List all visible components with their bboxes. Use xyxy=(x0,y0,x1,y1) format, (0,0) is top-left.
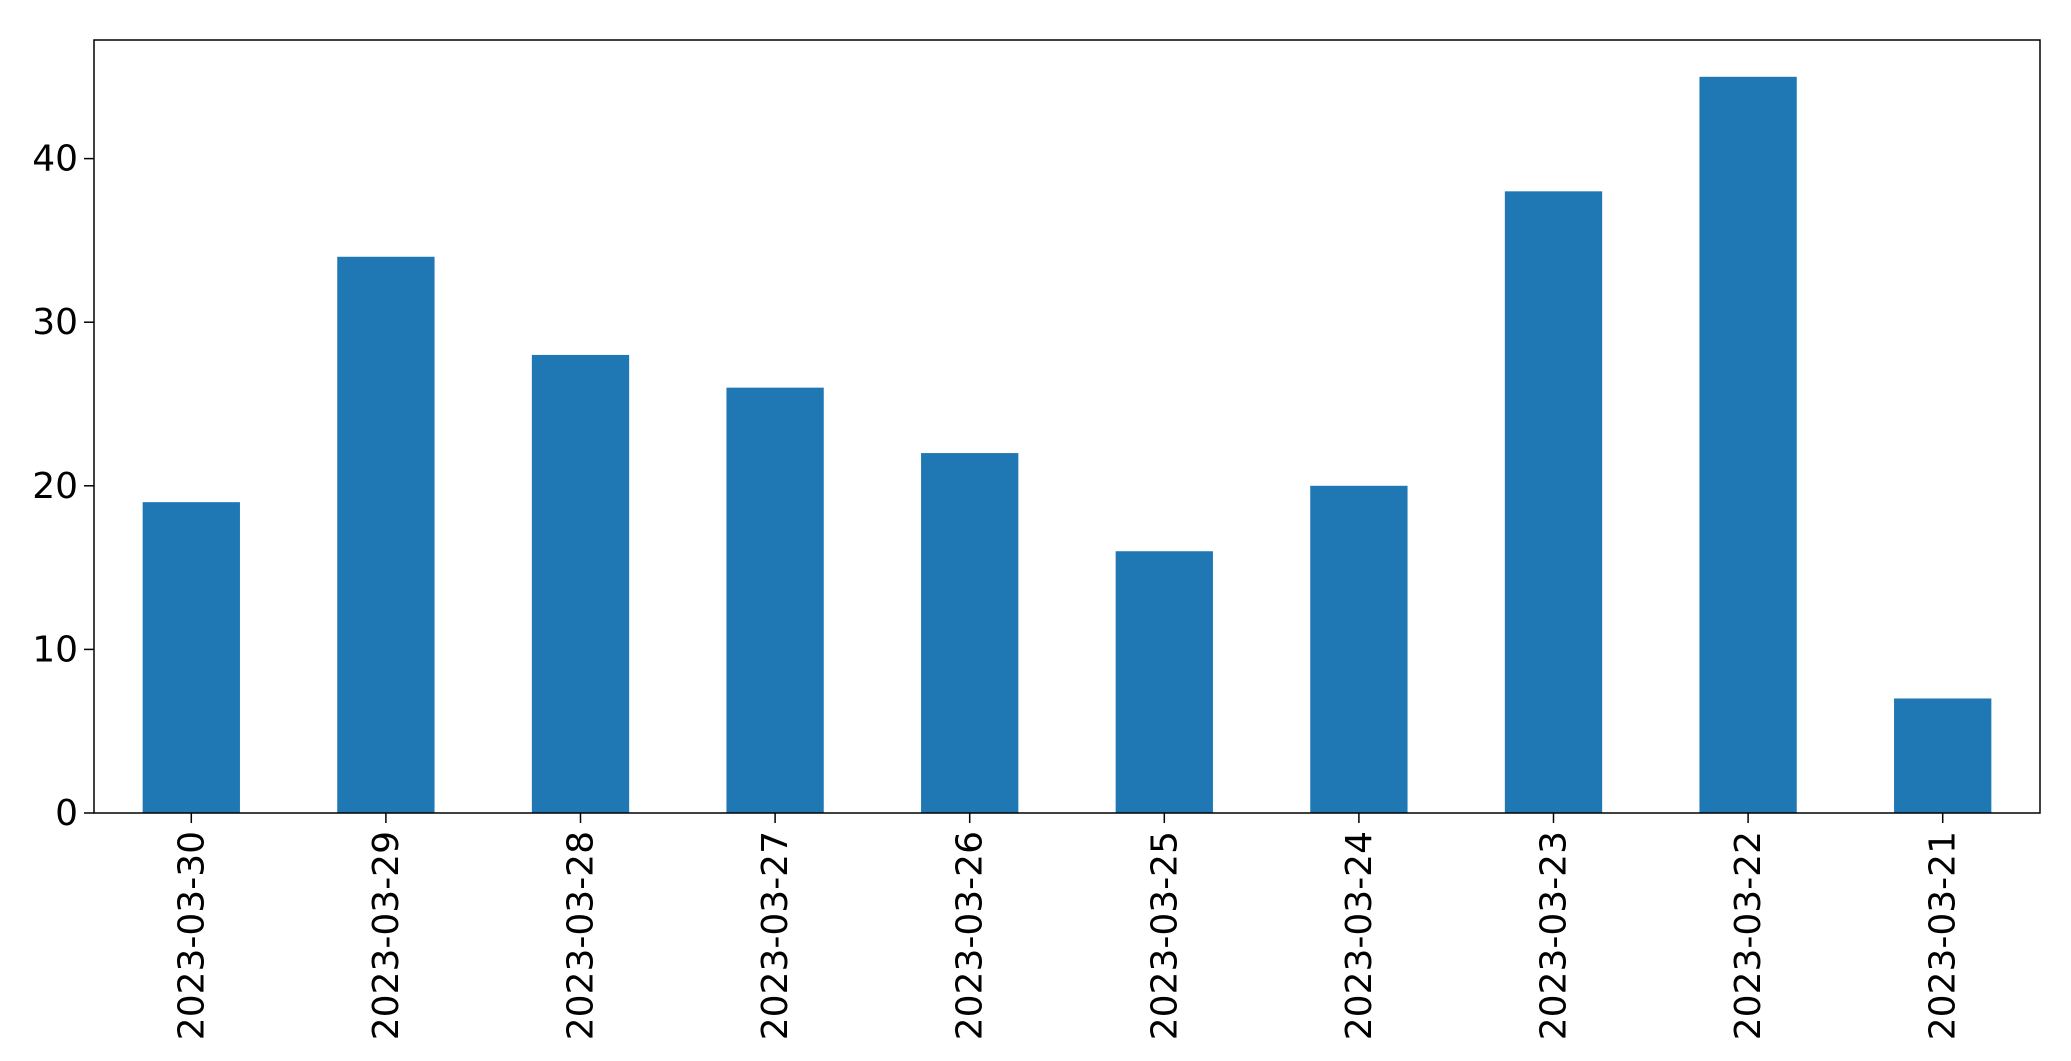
x-tick-label: 2023-03-25 xyxy=(1144,831,1185,1040)
axes-layer xyxy=(84,39,2041,823)
bar-2023-03-27 xyxy=(726,387,824,813)
bar-2023-03-24 xyxy=(1310,485,1408,813)
y-tick-label: 40 xyxy=(32,139,78,180)
bar-2023-03-30 xyxy=(142,502,240,813)
x-tick-label: 2023-03-27 xyxy=(755,831,796,1040)
bar-2023-03-23 xyxy=(1504,191,1603,813)
bar-2023-03-22 xyxy=(1699,76,1797,813)
bar-2023-03-29 xyxy=(337,256,435,813)
bar-2023-03-28 xyxy=(531,354,630,813)
labels-layer: 2023-03-30 2023-03-29 2023-03-28 2023-03-27… xyxy=(32,139,1964,1041)
x-tick-label: 2023-03-23 xyxy=(1534,831,1575,1040)
y-tick-label: 10 xyxy=(32,629,78,670)
x-tick-label: 2023-03-30 xyxy=(171,831,212,1040)
y-tick-label: 0 xyxy=(55,793,78,834)
plot-frame xyxy=(93,39,2041,814)
x-tick-label: 2023-03-29 xyxy=(366,831,407,1040)
bar-2023-03-21 xyxy=(1894,698,1992,813)
bars-layer xyxy=(142,76,1992,813)
x-tick-label: 2023-03-26 xyxy=(950,831,991,1040)
x-tick-label: 2023-03-28 xyxy=(561,831,602,1040)
y-tick-label: 20 xyxy=(32,466,78,507)
x-tick-label: 2023-03-24 xyxy=(1339,831,1380,1040)
bar-2023-03-26 xyxy=(921,453,1019,813)
x-tick-label: 2023-03-21 xyxy=(1923,831,1964,1040)
y-tick-label: 30 xyxy=(32,302,78,343)
x-tick-label: 2023-03-22 xyxy=(1728,831,1769,1040)
bar-2023-03-25 xyxy=(1115,551,1213,813)
